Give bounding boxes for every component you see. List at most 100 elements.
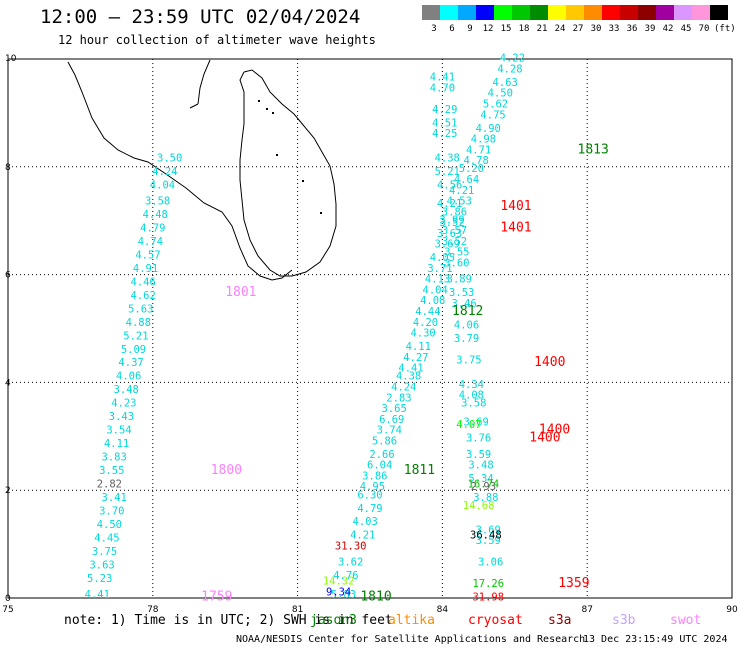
satellite-legend-item: altika bbox=[388, 613, 435, 628]
scale-swatch bbox=[458, 5, 476, 20]
wave-height-value: 4.51 bbox=[432, 117, 457, 129]
coastline bbox=[189, 103, 199, 109]
wave-height-value: 3.79 bbox=[454, 333, 479, 345]
wave-height-value: 4.98 bbox=[471, 134, 496, 146]
wave-height-value: 4.53 bbox=[447, 196, 472, 208]
scale-label: 36 bbox=[626, 24, 638, 34]
wave-height-value: 14.32 bbox=[323, 576, 355, 588]
islet bbox=[276, 154, 278, 156]
pass-number: 1800 bbox=[211, 463, 242, 478]
wave-height-value: 3.60 bbox=[444, 258, 469, 270]
scale-swatch bbox=[620, 5, 638, 20]
scale-label: 3 bbox=[431, 24, 437, 34]
pass-number: 1401 bbox=[500, 199, 531, 214]
wave-height-value: 2.93 bbox=[471, 481, 496, 493]
x-tick-label: 78 bbox=[147, 605, 159, 615]
map-subtitle: 12 hour collection of altimeter wave hei… bbox=[58, 33, 376, 47]
coastline bbox=[67, 61, 293, 281]
wave-height-value: 4.41 bbox=[430, 72, 455, 84]
wave-height-value: 4.38 bbox=[396, 371, 421, 383]
wave-height-value: 4.05 bbox=[430, 252, 455, 264]
wave-height-value: 4.04 bbox=[150, 179, 175, 191]
islet bbox=[272, 112, 274, 114]
wave-height-value: 4.21 bbox=[437, 198, 462, 210]
wave-height-value: 5.63 bbox=[128, 303, 153, 315]
pass-number: 1400 bbox=[539, 423, 570, 438]
wave-height-value: 3.62 bbox=[338, 557, 363, 569]
wave-height-value: 4.11 bbox=[104, 438, 129, 450]
wave-height-value: 3.69 bbox=[476, 524, 501, 536]
wave-height-value: 4.45 bbox=[94, 532, 119, 544]
wave-height-value: 4.38 bbox=[435, 152, 460, 164]
scale-label: 33 bbox=[608, 24, 620, 34]
wave-height-value: 3.63 bbox=[89, 559, 114, 571]
wave-height-value: 4.57 bbox=[135, 249, 160, 261]
scale-label: 45 bbox=[680, 24, 692, 34]
islet bbox=[320, 212, 322, 214]
wave-height-value: 2.83 bbox=[386, 392, 411, 404]
wave-height-value: 5.20 bbox=[459, 163, 484, 175]
pass-number: 1401 bbox=[500, 220, 531, 235]
scale-label: 39 bbox=[644, 24, 656, 34]
x-tick-label: 87 bbox=[581, 605, 592, 615]
wave-height-value: 3.41 bbox=[102, 492, 127, 504]
x-tick-label: 75 bbox=[2, 605, 13, 615]
wave-height-value: 3.83 bbox=[102, 452, 127, 464]
wave-height-value: 4.74 bbox=[138, 236, 163, 248]
y-tick-label: 8 bbox=[5, 163, 11, 173]
wave-height-value: 2.82 bbox=[97, 479, 122, 491]
wave-height-value: 5.09 bbox=[121, 344, 146, 356]
scale-swatch bbox=[674, 5, 692, 20]
scale-label: 27 bbox=[572, 24, 584, 34]
scale-swatch bbox=[422, 5, 440, 20]
wave-height-value: 3.58 bbox=[461, 398, 486, 410]
wave-height-value: 3.69 bbox=[464, 417, 489, 429]
wave-height-value: 4.71 bbox=[466, 144, 491, 156]
wave-height-value: 3.55 bbox=[99, 465, 124, 477]
wave-height-value: 4.95 bbox=[360, 481, 385, 493]
wave-height-value: 3.48 bbox=[468, 460, 493, 472]
wave-height-value: 3.06 bbox=[478, 557, 503, 569]
wave-height-value: 4.79 bbox=[140, 222, 165, 234]
wave-height-value: 5.21 bbox=[123, 330, 148, 342]
scale-label: 15 bbox=[500, 24, 512, 34]
wave-height-value: 4.04 bbox=[423, 284, 448, 296]
wave-height-value: 5.62 bbox=[483, 99, 508, 111]
wave-height-value: 3.69 bbox=[435, 239, 460, 251]
wave-height-value: 4.41 bbox=[398, 363, 423, 375]
wave-height-value: 3.88 bbox=[473, 492, 498, 504]
wave-height-value: 4.41 bbox=[85, 589, 110, 601]
wave-height-value: 4.24 bbox=[391, 381, 416, 393]
scale-unit: (ft) bbox=[714, 24, 736, 34]
islet bbox=[266, 108, 268, 110]
wave-height-value: 3.54 bbox=[106, 425, 131, 437]
x-tick-label: 84 bbox=[437, 605, 449, 615]
y-tick-label: 0 bbox=[5, 594, 11, 604]
wave-height-value: 4.62 bbox=[130, 290, 155, 302]
wave-height-value: 3.43 bbox=[109, 411, 134, 423]
wave-height-value: 4.56 bbox=[437, 179, 462, 191]
wave-height-value: 31.98 bbox=[472, 592, 504, 604]
wave-height-value: 3.75 bbox=[456, 355, 481, 367]
wave-height-value: 36.48 bbox=[470, 530, 502, 542]
scale-swatch bbox=[440, 5, 458, 20]
map-title: 12:00 – 23:59 UTC 02/04/2024 bbox=[40, 6, 361, 28]
wave-height-value: 6.04 bbox=[367, 460, 392, 472]
y-tick-label: 4 bbox=[5, 378, 11, 388]
wave-height-value: 4.08 bbox=[459, 390, 484, 402]
wave-height-value: 9.34 bbox=[326, 586, 351, 598]
wave-height-value: 5.83 bbox=[331, 589, 356, 601]
scale-swatch bbox=[494, 5, 512, 20]
islet bbox=[258, 100, 260, 102]
wave-height-value: 4.27 bbox=[403, 352, 428, 364]
wave-height-value: 4.75 bbox=[480, 109, 505, 121]
wave-height-value: 4.22 bbox=[500, 53, 525, 65]
wave-height-value: 4.21 bbox=[350, 530, 375, 542]
scale-label: 9 bbox=[467, 24, 473, 34]
pass-number: 1812 bbox=[452, 304, 483, 319]
wave-height-value: 4.64 bbox=[454, 174, 479, 186]
pass-number: 1400 bbox=[534, 355, 565, 370]
wave-height-value: 4.08 bbox=[420, 295, 445, 307]
scale-label: 6 bbox=[449, 24, 455, 34]
